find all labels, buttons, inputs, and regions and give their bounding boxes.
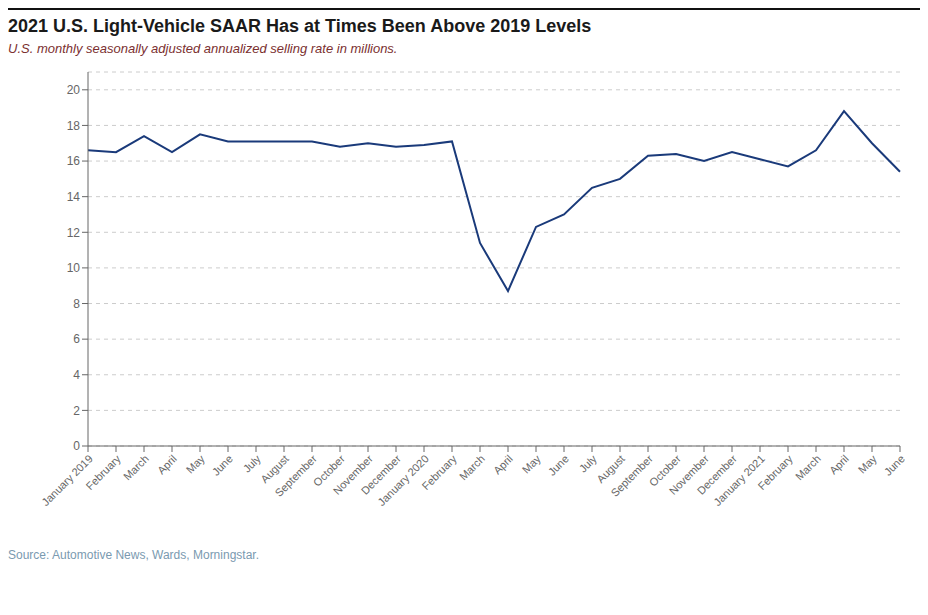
svg-text:July: July [241,452,264,475]
svg-text:January 2019: January 2019 [39,452,95,509]
svg-text:June: June [882,452,907,477]
html-text:2021 U.S. Light-Vehicle SAAR H: 2021 U.S. Light-Vehicle SAAR Has at Time… [8,16,592,36]
svg-text:2: 2 [73,404,80,418]
svg-text:April: April [827,452,851,476]
svg-text:December: December [694,452,739,497]
html-text:Source: Automotive News, Wards: Source: Automotive News, Wards, Mornings… [8,548,259,562]
svg-text:February: February [755,452,795,492]
svg-text:September: September [608,452,655,499]
svg-text:November: November [330,452,375,497]
svg-text:May: May [856,452,880,476]
svg-text:May: May [520,452,544,476]
svg-text:December: December [358,452,403,497]
svg-text:June: June [546,452,571,477]
svg-text:18: 18 [67,119,81,133]
svg-text:June: June [210,452,235,477]
svg-text:16: 16 [67,154,81,168]
svg-text:14: 14 [67,190,81,204]
svg-text:August: August [258,452,291,486]
svg-text:October: October [646,452,683,489]
svg-text:October: October [310,452,347,489]
svg-text:November: November [666,452,711,497]
svg-text:March: March [793,452,823,482]
svg-text:September: September [272,452,319,499]
svg-text:4: 4 [73,368,80,382]
svg-text:March: March [457,452,487,482]
html-text:U.S. monthly seasonally adjust: U.S. monthly seasonally adjusted annuali… [8,41,398,56]
svg-text:February: February [419,452,459,492]
svg-text:8: 8 [73,297,80,311]
svg-text:April: April [155,452,179,476]
svg-text:March: March [121,452,151,482]
svg-text:0: 0 [73,439,80,453]
svg-text:April: April [491,452,515,476]
svg-text:July: July [577,452,600,475]
svg-text:February: February [83,452,123,492]
svg-text:January 2020: January 2020 [375,452,431,509]
svg-text:20: 20 [67,83,81,97]
svg-text:May: May [184,452,208,476]
svg-text:August: August [594,452,627,486]
svg-text:6: 6 [73,332,80,346]
svg-text:12: 12 [67,226,81,240]
svg-text:January 2021: January 2021 [711,452,767,509]
svg-text:10: 10 [67,261,81,275]
